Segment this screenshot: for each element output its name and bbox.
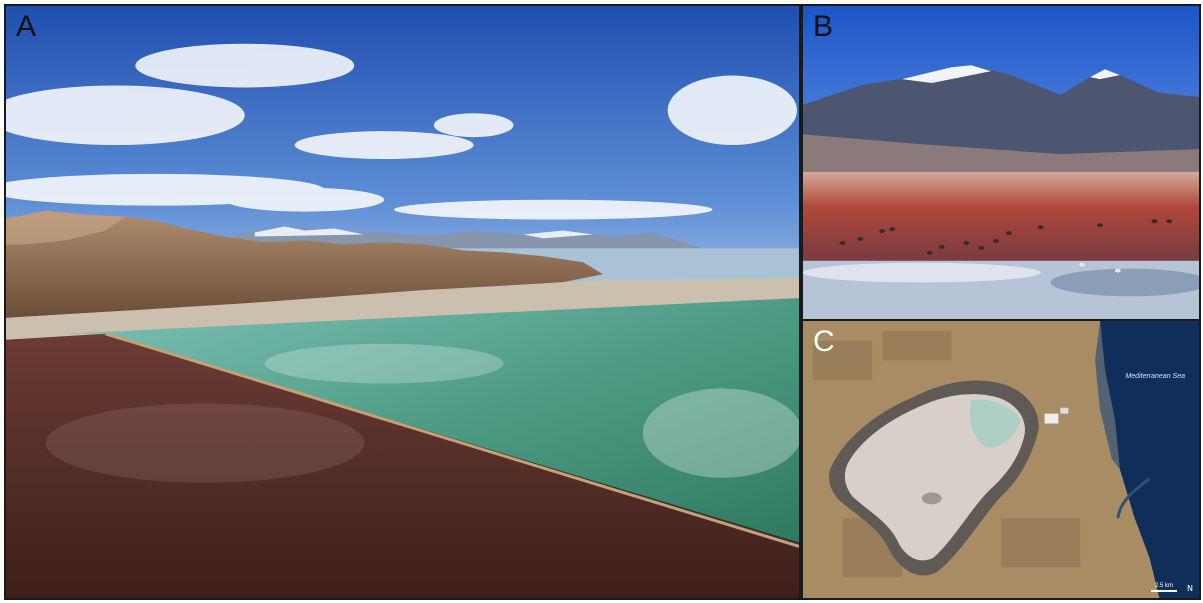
brine-pool [969, 399, 1021, 448]
mediterranean-sea [1100, 321, 1199, 598]
panel-b-scene [803, 6, 1199, 319]
panel-a-photo: A [4, 4, 801, 600]
turquoise-pond [65, 298, 799, 543]
panel-c-satellite: C Mediterranean Sea 2.5 km N [801, 319, 1201, 600]
foreground-mountains [6, 210, 603, 318]
white-flamingos [1079, 262, 1121, 273]
scale-bar: 2.5 km [1150, 583, 1177, 592]
north-arrow-icon: N [1187, 584, 1193, 593]
panel-b-label: B [813, 10, 834, 43]
panel-c-label: C [813, 325, 835, 358]
clouds [6, 43, 798, 220]
flamingos [839, 219, 1173, 255]
red-lagoon [803, 171, 1199, 261]
saltworks [1044, 413, 1059, 424]
panel-b-photo: B [801, 4, 1201, 321]
panel-a-scene [6, 6, 799, 598]
sea-label: Mediterranean Sea [1125, 373, 1185, 380]
dike [105, 332, 799, 548]
panel-c-scene [803, 321, 1199, 598]
panel-a-label: A [16, 10, 37, 43]
red-pond [6, 333, 799, 598]
